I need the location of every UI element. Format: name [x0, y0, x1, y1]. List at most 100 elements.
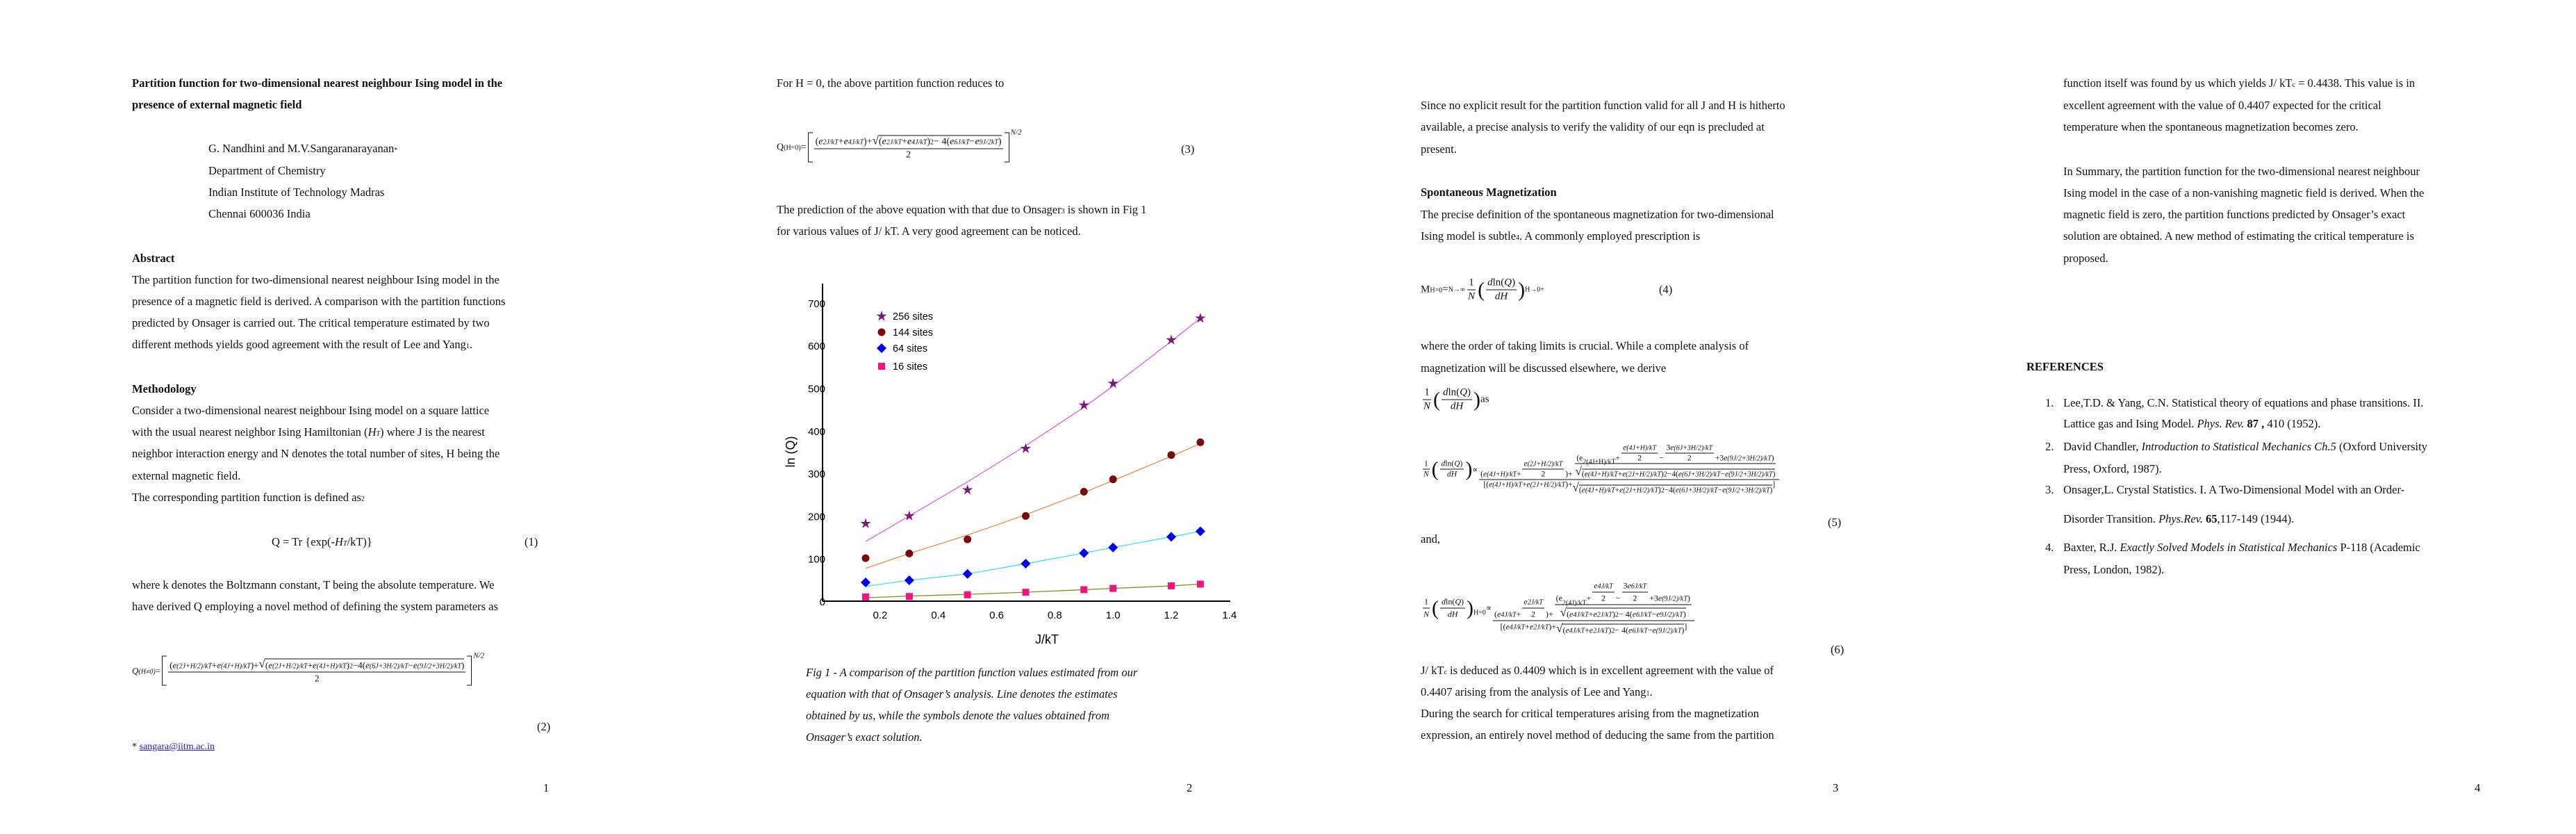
text-run: e [1565, 625, 1569, 635]
summary-line: magnetic field is zero, the partition fu… [2063, 208, 2406, 221]
fraction: d ln(Q) dH [1440, 596, 1466, 620]
text-run: ( [1432, 596, 1439, 619]
text-run: e 6J/kT [1627, 580, 1647, 591]
fraction: (e 2J/kT + e 4J/kT)+ √(e 2J/kT + e 4J/kT) 2 − 4(… [814, 134, 1003, 161]
denominator: 2 [313, 673, 321, 685]
text-run: −4( [1667, 470, 1678, 479]
text-run: e [843, 136, 848, 147]
text-run: ( [1567, 609, 1570, 619]
text-run: 3 [1666, 443, 1671, 452]
text-run: Q (H=0) [777, 142, 801, 152]
text-run: M [1421, 284, 1430, 295]
text-run: 2 [1541, 470, 1546, 479]
x-tick-label: 1.2 [1164, 610, 1179, 621]
text-run: ( [815, 136, 819, 147]
text-run: + [1516, 609, 1521, 619]
text-run: Phys. Rev. [2197, 417, 2245, 430]
text-run: + [211, 660, 217, 671]
denominator: dH [1446, 609, 1460, 620]
body-line: 0.4407 arising from the analysis of Lee … [1421, 685, 1653, 698]
text-run: = 0.4438. This value is in [2295, 76, 2416, 90]
radicand: (e 4J/kT + e 2J/kT) 2 − 4(e 6J/kT − e (9J/2)/k… [1562, 623, 1685, 636]
fraction: d ln(Q) dH [1439, 459, 1464, 479]
text-run: e [1628, 625, 1633, 635]
methodology-line: neighbor interaction energy and N denote… [132, 447, 500, 460]
text-run: − [1717, 486, 1723, 495]
text-run: − 4( [934, 136, 950, 147]
numerator: e 2J/kT [1522, 597, 1544, 609]
radicand: (e 4J/kT + e 2J/kT) 2 − 4(e 6J/kT − e 9J/2)/kT… [1567, 607, 1686, 620]
text-run: ) [1465, 459, 1472, 480]
text-run: N [1468, 291, 1475, 303]
text-run: − [969, 136, 975, 147]
x-axis-label: J/kT [1035, 632, 1059, 646]
denominator: 2 [1600, 593, 1607, 604]
text-run: d [1442, 596, 1446, 607]
text-run: e [1505, 621, 1510, 632]
page-number: 3 [1833, 781, 1839, 794]
author-department: Department of Chemistry [208, 164, 326, 177]
text-run: 1 [1423, 459, 1428, 468]
radical-sign-icon: √ [1572, 480, 1579, 494]
numerator: (e 2J/kT + e 4J/kT)+ √(e 2J/kT + e 4J/kT) 2 − 4(… [814, 134, 1003, 149]
series-line-64-sites [865, 530, 1200, 587]
legend-label: 256 sites [893, 311, 933, 322]
text-run: e 2J/kT [882, 136, 902, 147]
text-run: e 6J/kT [1628, 625, 1648, 635]
data-point-star [962, 484, 973, 495]
bracket: (e 2J/kT + e 4J/kT)+ √(e 2J/kT + e 4J/kT) 2 − 4(… [807, 132, 1009, 163]
text-run: ) [927, 136, 931, 147]
text-run: ) [1518, 278, 1526, 301]
text-run: Q (H≠0) [132, 665, 156, 676]
abstract-line: The partition function for two-dimension… [132, 273, 499, 286]
numerator: 1 [1467, 277, 1476, 291]
text-run: ln( [1445, 459, 1455, 468]
data-point-square [1022, 589, 1030, 596]
x-tick-label: 1.0 [1106, 610, 1121, 621]
text-run: + [1525, 621, 1530, 632]
text-run: Q [1460, 387, 1467, 399]
x-tick-label: 1.4 [1222, 610, 1237, 621]
radical-sign-icon: √ [872, 133, 879, 147]
text-run: e 4J/kT [843, 136, 864, 147]
text-run: e (2J+H/2)/kT [172, 660, 212, 671]
text-run: e [1526, 480, 1530, 489]
text-run: different methods yields good agreement … [132, 338, 466, 351]
author-email-link[interactable]: sangara@iitm.ac.in [139, 742, 215, 752]
text-run: ln( [1446, 596, 1455, 607]
text-run: e [217, 660, 221, 671]
text-run: ∝ [1485, 603, 1492, 613]
text-run: − 4( [1619, 609, 1633, 619]
text-run: + [307, 660, 313, 671]
text-run: M H=0 [1421, 284, 1443, 295]
reference-number: 3. [2045, 483, 2054, 496]
denominator: N [1422, 470, 1430, 479]
text-run: P-118 (Academic [2337, 541, 2420, 554]
text-run: ) [1512, 277, 1516, 288]
text-run: ) [1612, 609, 1615, 619]
fraction: (e 4J/kT + e 2J/kT 2)+ (e 2(4J)/kT + e 4J/kT 2 − … [1493, 581, 1694, 636]
page-number: 2 [1187, 781, 1193, 794]
text-run: H [368, 425, 377, 439]
text-run: e [1584, 470, 1588, 479]
body-line: The prediction of the above equation wit… [777, 203, 1147, 216]
text-run: e (9J/2+3H/2)/kT [1724, 454, 1772, 463]
text-run: David Chandler, [2063, 440, 2142, 453]
y-tick-label: 0 [820, 596, 825, 608]
body-line: Since no explicit result for the partiti… [1421, 99, 1785, 112]
text-run: 2 [906, 149, 911, 161]
text-run: ) [1461, 596, 1464, 607]
text-run: N [1423, 471, 1429, 479]
text-run: e [1619, 486, 1624, 495]
inline-derivative: 1 N(d ln(Q) dH) as [1421, 387, 1489, 413]
text-run: is deduced as 0.4409 which is in excelle… [1446, 664, 1774, 677]
text-run: )+ [1549, 621, 1557, 632]
series-line-256-sites [865, 318, 1201, 542]
text-run: 2 [1687, 454, 1692, 463]
text-run: The corresponding partition function is … [132, 491, 361, 504]
text-run: = [155, 665, 161, 676]
paper-title-line: Partition function for two-dimensional n… [132, 76, 503, 90]
legend-label: 64 sites [893, 343, 927, 354]
text-run: e [172, 660, 177, 671]
